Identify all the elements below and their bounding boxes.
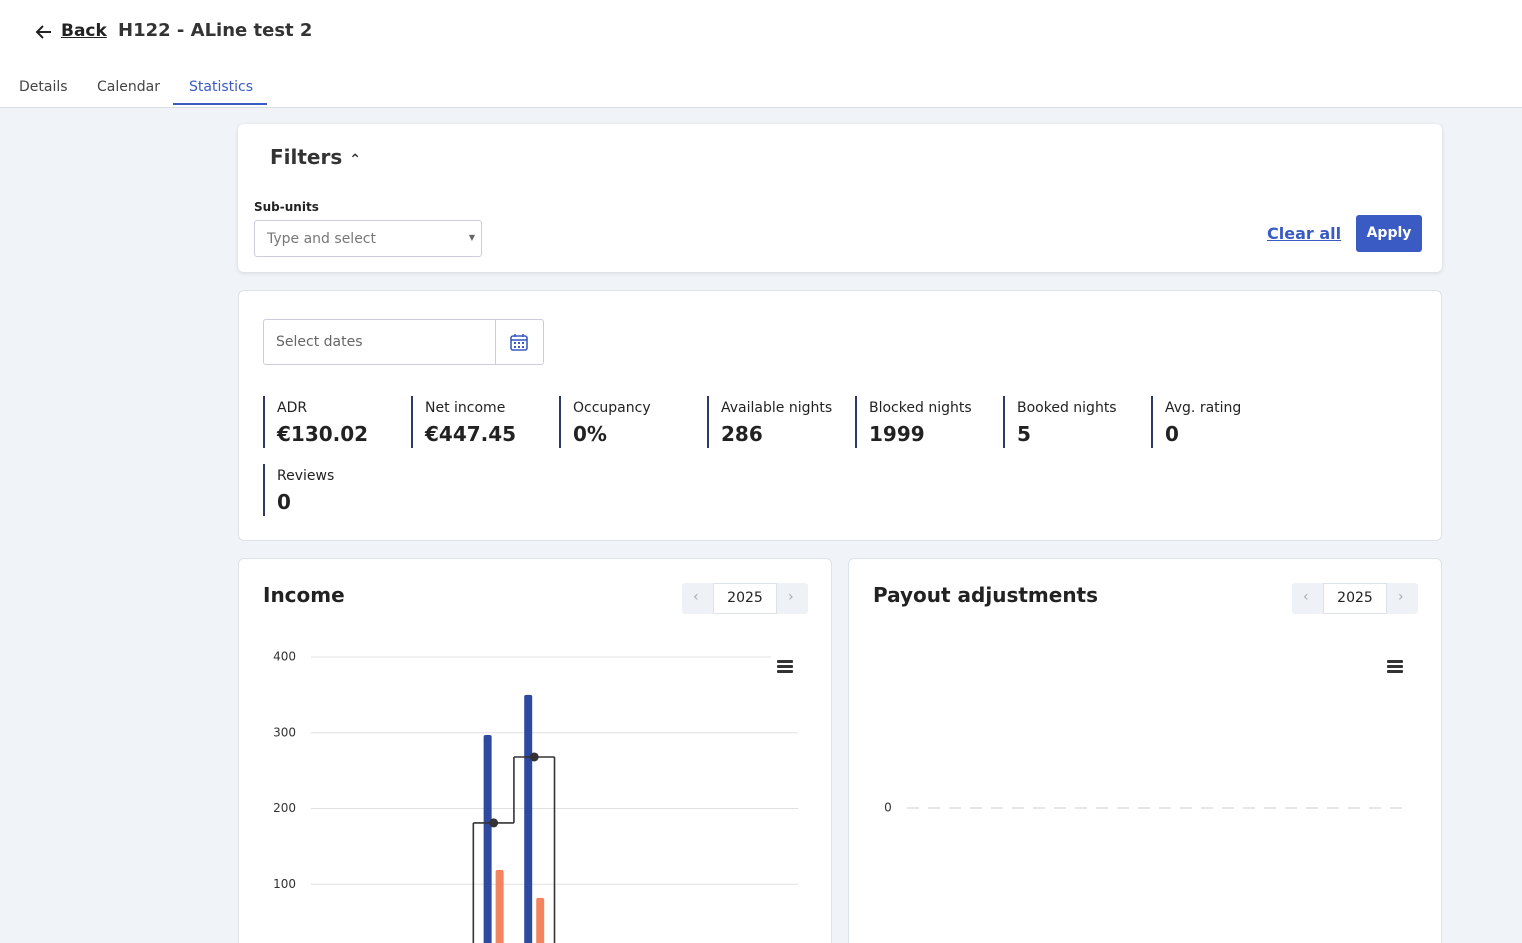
stat-label: Available nights — [721, 400, 833, 416]
sub-units-select[interactable]: Type and select ▼ — [254, 220, 482, 257]
stat: Avg. rating 0 — [1151, 396, 1291, 448]
y-tick-label: 400 — [273, 650, 296, 664]
payout-card: Payout adjustments ‹ 2025 › 0 — [848, 558, 1442, 943]
chart-menu[interactable] — [1387, 660, 1403, 673]
y-tick-label: 0 — [884, 801, 892, 815]
stat: Reviews 0 — [263, 464, 403, 516]
prev-year[interactable]: ‹ — [693, 589, 699, 605]
placeholder: Type and select — [267, 231, 376, 247]
stat: Net income €447.45 — [411, 396, 551, 448]
stat-label: Reviews — [277, 468, 335, 484]
stat-value: 0 — [277, 490, 291, 514]
stat-value: 5 — [1017, 422, 1031, 446]
chart: 100 200 300 400 — [273, 650, 798, 943]
stat-value: 0 — [1165, 422, 1179, 446]
stat: Blocked nights 1999 — [855, 396, 995, 448]
stat-value: €130.02 — [277, 422, 369, 446]
stat-label: ADR — [277, 400, 308, 416]
stat-value: 286 — [721, 422, 763, 446]
next-year[interactable]: › — [788, 589, 794, 605]
menu-bar — [1387, 670, 1403, 673]
stat-label: Net income — [425, 400, 506, 416]
back-arrow[interactable] — [34, 22, 54, 42]
back-link[interactable]: Back — [61, 21, 107, 41]
stat: Booked nights 5 — [1003, 396, 1143, 448]
income-card: Income ‹ 2025 › 100 200 300 400 — [238, 558, 832, 943]
y-tick-label: 300 — [273, 725, 296, 739]
stat-label: Blocked nights — [869, 400, 972, 416]
stat: Available nights 286 — [707, 396, 847, 448]
year-selector[interactable]: ‹ 2025 › — [1292, 583, 1418, 614]
bar — [495, 869, 504, 943]
year: 2025 — [713, 583, 777, 614]
filters-title-text: Filters — [270, 145, 343, 169]
stats-card: Select dates ADR €130.02 Net income €447.45… — [238, 290, 1442, 541]
year-selector[interactable]: ‹ 2025 › — [682, 583, 808, 614]
stat: ADR €130.02 — [263, 396, 403, 448]
stat-value: 1999 — [869, 422, 925, 446]
top-bar: Back H122 - ALine test 2 Details Calendar… — [0, 0, 1522, 108]
tab[interactable]: Details — [19, 79, 68, 95]
chart: 0 — [884, 660, 1408, 815]
menu-bar — [1387, 660, 1403, 663]
y-tick-label: 100 — [273, 877, 296, 891]
page-title: H122 - ALine test 2 — [118, 20, 313, 41]
menu-bar — [777, 660, 793, 663]
year: 2025 — [1323, 583, 1387, 614]
stat-value: 0% — [573, 422, 607, 446]
chart-title: Income — [263, 583, 345, 607]
step-marker — [529, 752, 539, 762]
apply-button[interactable]: Apply — [1356, 215, 1422, 252]
bar — [536, 897, 545, 943]
filters-card: Filters ⌃ Sub-units Type and select ▼ Cl… — [238, 124, 1442, 272]
y-tick-label: 200 — [273, 801, 296, 815]
tab[interactable]: Statistics — [189, 79, 253, 95]
active-tab-underline — [173, 103, 267, 105]
stat-label: Avg. rating — [1165, 400, 1242, 416]
date-placeholder: Select dates — [276, 334, 363, 350]
step-marker — [489, 818, 499, 828]
sub-units-label: Sub-units — [254, 200, 319, 214]
bar — [483, 735, 492, 943]
chart-title: Payout adjustments — [873, 583, 1099, 607]
tab[interactable]: Calendar — [97, 79, 160, 95]
stat: Occupancy 0% — [559, 396, 699, 448]
date-picker[interactable]: Select dates — [263, 319, 544, 365]
next-year[interactable]: › — [1398, 589, 1404, 605]
filters-title[interactable]: Filters ⌃ — [270, 145, 361, 169]
stat-value: €447.45 — [425, 422, 517, 446]
bar — [524, 694, 533, 943]
chart-menu[interactable] — [777, 660, 793, 673]
menu-bar — [777, 665, 793, 668]
menu-bar — [777, 670, 793, 673]
menu-bar — [1387, 665, 1403, 668]
clear-all[interactable]: Clear all — [1267, 224, 1342, 243]
stat-label: Booked nights — [1017, 400, 1117, 416]
stat-label: Occupancy — [573, 400, 651, 416]
prev-year[interactable]: ‹ — [1303, 589, 1309, 605]
calendar-icon[interactable] — [509, 332, 529, 352]
